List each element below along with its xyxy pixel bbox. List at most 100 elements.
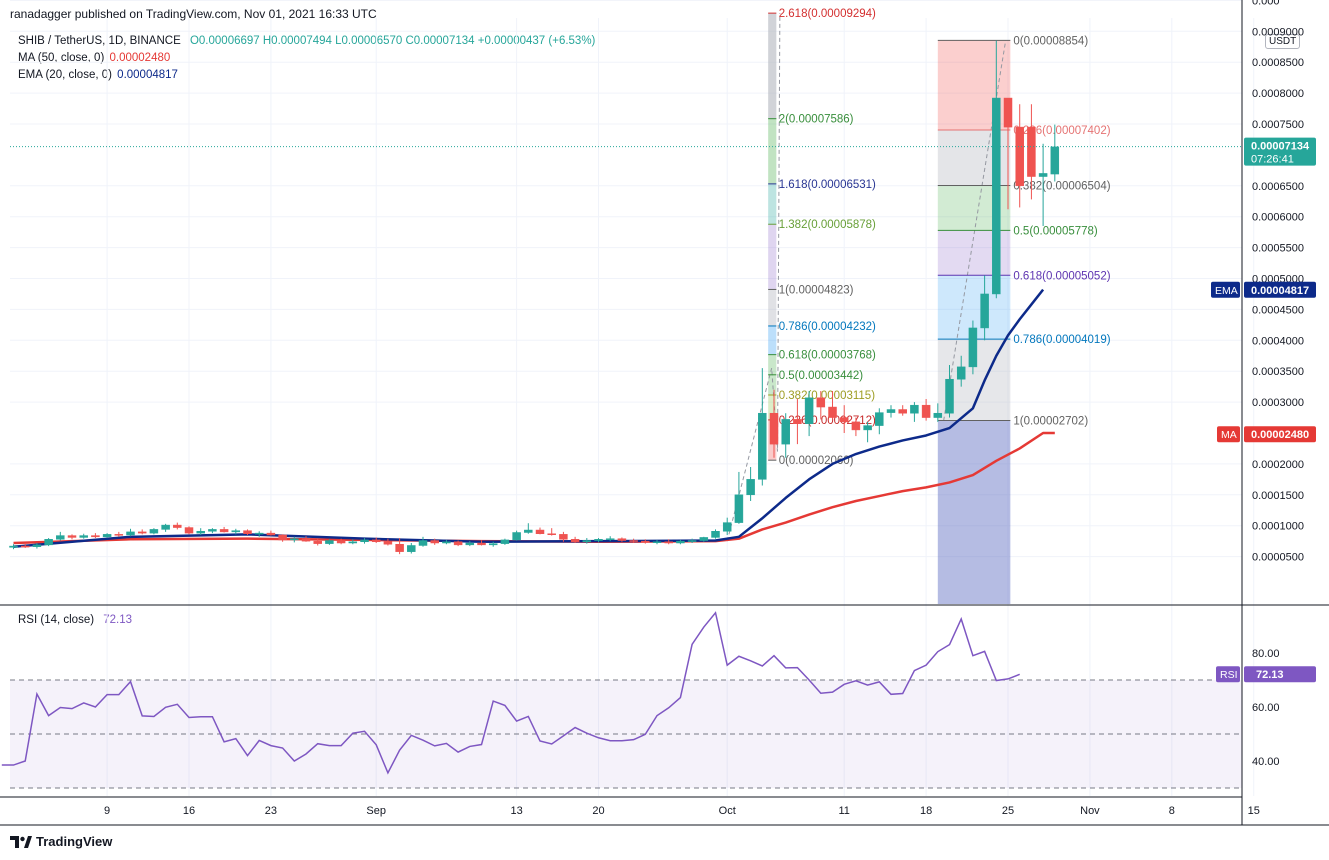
rsi-panel [1, 611, 1242, 789]
candle-body [816, 397, 826, 408]
candle-body [79, 535, 88, 538]
fib-zones [726, 13, 1011, 604]
candle-body [488, 543, 498, 546]
ma-tag-label-bg [1217, 426, 1240, 443]
candle-body [652, 541, 662, 544]
candle-body [114, 534, 124, 536]
candle-body [173, 524, 182, 528]
ema-legend-value: 0.00004817 [117, 69, 178, 81]
price-tick-label: 0.0003000 [1252, 397, 1304, 409]
fib-ret-label: 0.618(0.00005052) [1013, 270, 1110, 282]
candle-body [243, 530, 252, 534]
candle-body [430, 540, 439, 544]
price-tick-label: 0.0003500 [1252, 366, 1304, 378]
rsi-tag-value-bg [1244, 666, 1316, 683]
candle-body [161, 524, 170, 530]
price-tick-label: 0.0008500 [1252, 57, 1304, 69]
candle-body [734, 494, 744, 523]
candle-body [254, 532, 264, 535]
time-tick-label: 23 [265, 805, 277, 817]
rsi-legend[interactable]: RSI (14, close) 72.13 [18, 614, 132, 626]
price-tick-label: 0.0001000 [1252, 521, 1304, 533]
price-tick-label: 0.0006000 [1252, 212, 1304, 224]
ma-legend[interactable]: MA (50, close, 0) 0.00002480 [18, 52, 170, 64]
last-price-tag [1244, 137, 1316, 166]
tradingview-footer[interactable]: TradingView [10, 834, 112, 849]
ema-tag-label: EMA [1215, 285, 1238, 297]
time-tick-label: 11 [838, 805, 849, 817]
ma-legend-label: MA (50, close, 0) [18, 52, 105, 64]
candle-body [20, 545, 30, 548]
fib-ext-zone [768, 325, 777, 355]
footer-brand: TradingView [36, 834, 113, 849]
time-tick-label: 9 [104, 805, 110, 817]
candle-body [664, 541, 673, 544]
fib-ext-zone [768, 289, 777, 326]
candle-body [184, 527, 194, 534]
fib-ret-label: 0(0.00008854) [1013, 35, 1088, 47]
candle-body [839, 417, 849, 423]
candle-body [278, 534, 287, 541]
candle-body [9, 545, 18, 548]
candle-body [793, 419, 802, 424]
ohlc-values: O0.00006697 H0.00007494 L0.00006570 C0.0… [189, 35, 596, 47]
fib-ext-zone [768, 374, 777, 395]
price-tick-label: 0.0005500 [1252, 243, 1304, 255]
ema-legend[interactable]: EMA (20, close, 0) 0.00004817 [18, 69, 178, 81]
candle-body [32, 544, 42, 547]
candle-body [524, 529, 533, 533]
price-tick-label: 0.0000500 [1252, 552, 1304, 564]
candle-body [992, 97, 1001, 295]
candle-body [407, 545, 416, 552]
candles [9, 40, 1060, 555]
candle-body [956, 366, 966, 380]
price-tick-label: 0.0004500 [1252, 304, 1304, 316]
rsi-legend-label: RSI (14, close) [18, 614, 95, 626]
time-tick-label: 25 [1002, 805, 1014, 817]
candle-body [336, 540, 346, 544]
price-tick-label: 0.0002000 [1252, 459, 1304, 471]
candle-body [477, 542, 486, 546]
fib-ext-label: 1.618(0.00006531) [779, 179, 876, 191]
candle-body [453, 541, 463, 546]
time-tick-label: 18 [920, 805, 932, 817]
candle-body [769, 412, 779, 445]
candle-body [1003, 97, 1013, 128]
candle-body [535, 529, 545, 534]
time-tick-label: 15 [1248, 805, 1260, 817]
fib-ext-zone [768, 183, 777, 225]
candle-body [980, 293, 989, 329]
fib-ext-zone [768, 118, 777, 184]
candle-body [605, 538, 615, 540]
fib-ext-zone [768, 13, 777, 119]
candle-body [746, 479, 755, 496]
ema-tag-label-bg [1211, 281, 1240, 298]
fib-ext-label: 0.786(0.00004232) [779, 321, 876, 333]
candle-body [594, 539, 603, 541]
symbol-name[interactable]: SHIB / TetherUS, 1D, BINANCE [18, 35, 181, 47]
time-tick-label: 13 [510, 805, 522, 817]
candle-body [418, 540, 428, 546]
candle-body [547, 533, 556, 535]
candle-body [102, 534, 112, 538]
fib-ret-label: 0.5(0.00005778) [1013, 225, 1098, 237]
candle-body [500, 539, 510, 544]
candle-body [758, 412, 767, 480]
candle-body [863, 425, 872, 431]
price-tick-label: 0.0006500 [1252, 181, 1304, 193]
rsi-series [1, 611, 1020, 775]
fib-ext-label: 2(0.00007586) [779, 114, 854, 126]
fib-ext-label: 1(0.00004823) [779, 284, 854, 296]
candle-body [1038, 173, 1048, 177]
candle-body [1015, 126, 1024, 187]
price-countdown: 07:26:41 [1251, 154, 1294, 166]
candle-body [383, 541, 393, 545]
currency-badge[interactable]: USDT [1265, 34, 1301, 49]
fib-ext-label: 0(0.00002060) [779, 455, 854, 467]
time-tick-label: Nov [1080, 805, 1100, 817]
fib-ext-zone [768, 224, 777, 290]
price-tick-label: 0.0001500 [1252, 490, 1304, 502]
ma-tag-value-bg [1244, 426, 1316, 443]
